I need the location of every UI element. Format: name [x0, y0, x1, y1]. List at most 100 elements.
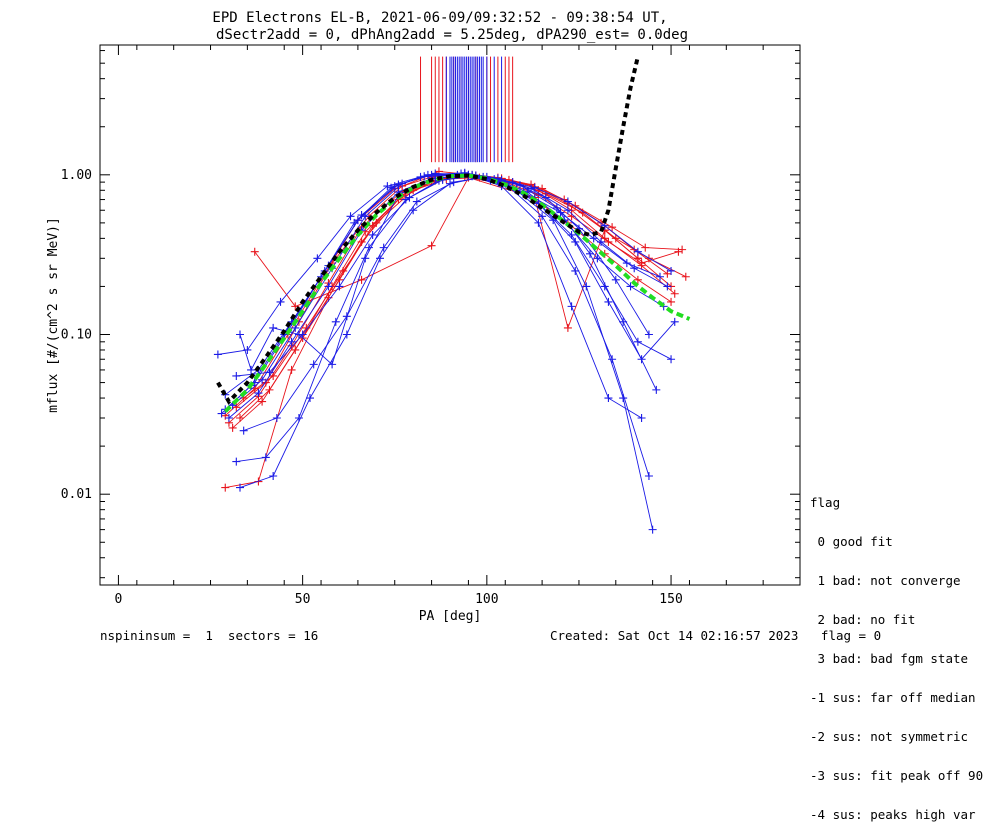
data-point-red — [608, 223, 617, 232]
data-point-red — [250, 247, 259, 256]
x-tick-label: 0 — [115, 592, 123, 607]
data-point-red — [681, 272, 690, 281]
data-point-blue — [563, 197, 572, 206]
data-point-blue — [287, 337, 296, 346]
data-point-red — [641, 243, 650, 252]
data-point-red — [258, 397, 267, 406]
data-point-blue — [269, 471, 278, 480]
fit-line-green — [223, 173, 691, 413]
series-line-blue — [217, 174, 661, 355]
axis-layer: 0 50 100 150 0.01 0.10 1.00 — [61, 44, 801, 607]
series-line-blue — [225, 173, 672, 396]
flag-legend-line: -1 sus: far off median — [810, 690, 976, 705]
data-point-blue — [633, 247, 642, 256]
y-tick-label: 0.01 — [61, 487, 92, 502]
data-point-red — [287, 365, 296, 374]
data-point-blue — [342, 330, 351, 339]
data-point-blue — [236, 330, 244, 339]
data-layer — [213, 56, 691, 534]
data-point-blue — [324, 282, 333, 291]
data-point-blue — [405, 193, 414, 202]
data-point-blue — [254, 389, 263, 398]
data-point-blue — [663, 282, 672, 291]
data-point-blue — [626, 282, 635, 291]
data-point-red — [563, 323, 572, 332]
chart-figure: 0 50 100 150 0.01 0.10 1.00 EPD Electrons EL-B… — [46, 10, 801, 624]
x-tick-label: 150 — [659, 592, 682, 607]
data-point-blue — [269, 323, 278, 332]
x-tick-label: 100 — [475, 592, 498, 607]
data-point-blue — [608, 355, 617, 364]
data-point-blue — [541, 193, 550, 202]
title-line-1: EPD Electrons EL-B, 2021-06-09/09:32:52 … — [212, 10, 667, 26]
data-point-blue — [224, 414, 233, 423]
data-point-red — [265, 385, 274, 394]
data-point-blue — [633, 337, 642, 346]
data-point-blue — [401, 195, 410, 204]
flag-legend-line: 3 bad: bad fgm state — [810, 651, 969, 666]
data-point-blue — [232, 457, 241, 466]
data-point-blue — [644, 330, 653, 339]
data-point-blue — [258, 375, 267, 384]
data-point-blue — [604, 297, 613, 306]
data-point-blue — [652, 385, 661, 394]
data-point-red — [228, 423, 237, 432]
x-tick-label: 50 — [295, 592, 311, 607]
data-point-red — [339, 266, 348, 275]
data-point-blue — [449, 178, 458, 187]
data-point-blue — [563, 206, 572, 215]
data-point-blue — [656, 272, 664, 281]
data-point-blue — [313, 254, 322, 263]
data-point-red — [604, 237, 613, 246]
series-line-red — [243, 177, 687, 399]
series-line-blue — [239, 174, 642, 419]
fit-line-black — [216, 56, 640, 405]
title-line-2: dSectr2add = 0, dPhAng2add = 5.25deg, dP… — [216, 27, 688, 43]
data-point-red — [678, 245, 687, 254]
flag-legend-line: -2 sus: not symmetric — [810, 729, 969, 744]
data-point-blue — [239, 426, 248, 435]
footer-left: nspininsum = 1 sectors = 16 — [100, 628, 319, 643]
y-tick-label: 0.10 — [61, 328, 92, 343]
data-point-blue — [648, 525, 657, 534]
data-point-blue — [335, 282, 344, 291]
data-point-blue — [383, 182, 392, 191]
data-point-red — [372, 218, 381, 227]
data-point-blue — [622, 259, 631, 268]
data-point-blue — [247, 365, 256, 374]
y-tick-label: 1.00 — [61, 168, 92, 183]
data-point-red — [611, 234, 620, 243]
data-point-blue — [261, 453, 270, 462]
data-point-blue — [217, 409, 226, 418]
data-point-blue — [611, 275, 620, 284]
data-point-blue — [272, 414, 281, 423]
data-point-red — [232, 403, 241, 412]
data-point-blue — [236, 483, 244, 492]
data-point-blue — [508, 178, 517, 187]
data-point-blue — [619, 317, 628, 326]
data-point-red — [670, 289, 679, 298]
data-point-blue — [306, 394, 314, 403]
series-line-red — [254, 177, 639, 330]
data-point-red — [269, 371, 278, 380]
data-point-blue — [309, 360, 318, 369]
data-point-blue — [265, 368, 274, 377]
data-point-red — [633, 275, 642, 284]
data-point-blue — [567, 302, 576, 311]
data-point-blue — [368, 230, 377, 239]
series-line-blue — [232, 172, 676, 406]
plot-frame — [99, 44, 801, 586]
data-point-blue — [619, 394, 628, 403]
data-point-blue — [571, 237, 580, 246]
data-point-blue — [331, 317, 340, 326]
x-axis-label: PA [deg] — [419, 609, 482, 624]
data-point-blue — [604, 394, 613, 403]
data-point-blue — [530, 183, 539, 192]
data-point-blue — [571, 266, 580, 275]
series-line-red — [239, 175, 683, 419]
flag-legend: flag 0 good fit 1 bad: not converge 2 ba… — [810, 470, 983, 834]
data-point-red — [291, 302, 300, 311]
flag-legend-line: -3 sus: fit peak off 90 — [810, 768, 984, 783]
data-point-blue — [357, 211, 366, 220]
footer-right: Created: Sat Oct 14 02:16:57 2023 flag =… — [550, 628, 882, 643]
